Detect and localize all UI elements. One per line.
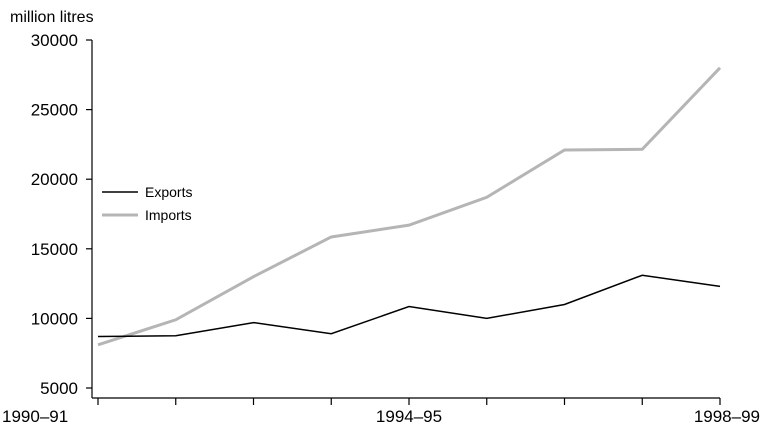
y-tick-label: 10000 [31,309,78,328]
series-line-imports [97,66,722,347]
y-axis-unit-label: million litres [10,9,94,26]
x-tick-label: 1994–95 [376,407,442,426]
x-axis: 1990–91 1994–95 1998–99 [2,397,760,426]
series-line-exports [97,274,721,338]
x-tick-label: 1998–99 [694,407,760,426]
y-axis: 5000 10000 15000 20000 25000 30000 [31,31,93,398]
y-tick-label: 25000 [31,101,78,120]
legend-label-imports: Imports [145,207,192,223]
series-lines [97,66,722,347]
x-tick-label: 1990–91 [2,407,68,426]
y-tick-label: 30000 [31,31,78,50]
y-tick-label: 20000 [31,170,78,189]
y-tick-label: 15000 [31,240,78,259]
legend-label-exports: Exports [145,184,192,200]
y-tick-label: 5000 [40,379,78,398]
legend: Exports Imports [102,184,192,223]
